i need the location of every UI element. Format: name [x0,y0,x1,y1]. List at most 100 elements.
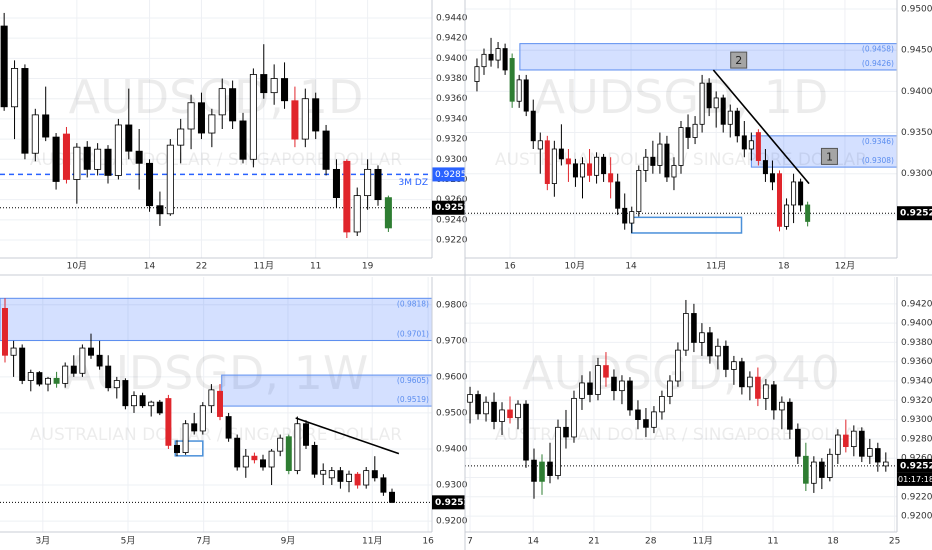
candle-body [73,146,81,180]
candle-body [187,102,195,130]
x-tick-label: 16 [422,537,434,547]
y-tick-label: 0.9360 [901,357,932,367]
candle-body [353,195,361,233]
candle-body [715,345,721,357]
candle-body [384,197,392,229]
zone-label: (0.9346) [862,137,894,146]
candle-body [242,455,249,468]
candle-body [748,140,754,150]
y-tick-label: 0.9700 [436,336,468,346]
candle-body [371,470,378,479]
y-tick-label: 0.9320 [901,396,932,406]
candle-body [657,143,663,166]
y-tick-label: 0.9200 [901,512,932,522]
candle-body [36,372,43,385]
candle-body [495,48,501,61]
candle-body [113,380,120,389]
candle-body [270,78,278,94]
candle-body [664,143,670,178]
x-tick-label: 18 [778,262,790,272]
plot-area: AUDSGD, 240 AUSTRALIAN DOLLAR / SINGAPORE… [465,277,897,532]
candle-body [291,100,299,140]
zone [519,43,897,71]
level-price-label: 0.9285 [435,170,467,180]
countdown-box [897,472,932,486]
candle-body [601,156,607,175]
candle-body [268,450,275,468]
y-tick-label: 0.9380 [901,338,932,348]
candle-body [135,150,143,164]
y-tick-label: 0.9350 [901,128,932,138]
trendline [712,69,810,185]
candle-body [659,396,665,413]
candle-body [0,25,8,108]
x-tick-label: 14 [144,262,156,272]
plot-area: AUDSGD, 1W AUSTRALIAN DOLLAR / SINGAPORE … [0,277,432,532]
candle-body [483,401,489,415]
candle-body [303,423,309,446]
candle-body [281,78,289,102]
candle-body [114,124,122,176]
candle-body [260,459,266,468]
y-tick-label: 0.9200 [436,517,468,527]
x-tick-label: 18 [827,537,839,547]
candle-body [707,332,713,357]
candle-body [31,114,39,154]
candle-body [755,132,761,161]
candle-body [354,473,361,486]
candle-body [762,160,768,175]
x-tick-label: 11月 [692,536,712,547]
y-tick-label: 0.9500 [436,408,468,418]
chart-panel: AUDSGD, 240 AUSTRALIAN DOLLAR / SINGAPORE… [465,277,932,547]
candle-body [516,79,522,102]
candle-body [251,455,258,461]
candle-body [551,148,557,184]
x-tick-label: 12月 [835,261,855,272]
last-price-label: 0.9252 [900,461,932,471]
candle-body [62,133,70,180]
y-tick-label: 0.9280 [901,434,932,444]
zone-label: (0.9458) [862,45,894,54]
candle-body [53,377,60,384]
y-tick-label: 0.9260 [436,195,468,205]
last-price-label: 0.9252 [435,203,470,213]
y-tick-label: 0.9400 [901,87,932,97]
x-tick-label: 28 [645,537,657,547]
trendline [295,417,400,455]
candle-body [579,382,585,399]
candle-body [539,461,545,482]
candle-body [805,204,811,222]
candle-body [62,365,69,384]
candle-body [217,390,223,417]
candle-body [706,82,712,109]
candle-body [474,66,480,82]
zone-label: (0.9426) [862,59,894,68]
candle-body [619,380,625,392]
candle-body [563,426,569,438]
candle-body [691,313,697,343]
candle-body [739,361,745,388]
candle-body [208,389,215,407]
annotation-box [820,147,838,165]
candle-body [225,416,232,439]
candle-body [523,403,529,461]
candle-body [328,470,335,479]
zone [0,297,432,341]
candle-body [467,394,473,403]
y-tick-label: 0.9600 [436,372,468,382]
y-tick-label: 0.9360 [436,94,468,104]
y-tick-label: 0.9300 [901,169,932,179]
candle-body [629,211,635,224]
candle-body [795,428,801,457]
last-price-box [432,495,465,510]
candle-body [491,401,497,422]
candle-body [651,411,657,428]
candle-body [249,74,257,160]
candle-body [131,395,137,407]
candle-body [363,470,370,486]
watermark-description: AUSTRALIAN DOLLAR / SINGAPORE DOLLAR [495,425,867,445]
candle-body [148,401,155,407]
last-price-box [897,206,932,221]
